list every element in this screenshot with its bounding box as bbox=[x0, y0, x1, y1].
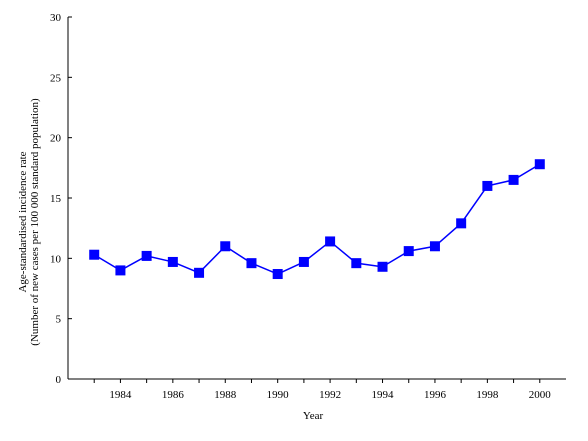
x-tick-label: 1988 bbox=[214, 389, 237, 401]
data-point-marker bbox=[351, 258, 362, 269]
x-tick-label: 2000 bbox=[529, 389, 552, 401]
x-ticks: 1984 1986 1988 1990 1992 1994 1996 1998 2000 bbox=[93, 379, 552, 401]
x-tick-label: 1990 bbox=[267, 389, 290, 401]
data-point-marker bbox=[403, 246, 414, 257]
y-axis-title: Age-standardised incidence rate (Number … bbox=[17, 98, 41, 346]
series-group bbox=[89, 159, 545, 280]
y-axis-title-line1: Age-standardised incidence rate bbox=[17, 151, 29, 292]
data-point-marker bbox=[115, 265, 126, 276]
data-point-marker bbox=[220, 241, 231, 252]
y-tick-label: 5 bbox=[56, 314, 62, 326]
y-ticks: 0 5 10 15 20 25 30 bbox=[50, 12, 72, 386]
data-point-marker bbox=[89, 249, 100, 260]
data-point-marker bbox=[194, 267, 205, 278]
x-tick-label: 1984 bbox=[109, 389, 132, 401]
y-tick-label: 25 bbox=[50, 72, 62, 84]
x-tick-label: 1986 bbox=[162, 389, 185, 401]
y-tick-label: 30 bbox=[50, 12, 62, 24]
data-point-marker bbox=[508, 174, 519, 185]
data-point-marker bbox=[298, 256, 309, 267]
data-point-marker bbox=[534, 159, 545, 170]
y-tick-label: 15 bbox=[50, 193, 62, 205]
y-tick-label: 0 bbox=[56, 374, 62, 386]
data-point-marker bbox=[325, 236, 336, 247]
data-point-marker bbox=[377, 261, 388, 272]
data-point-marker bbox=[141, 250, 152, 261]
x-tick-label: 1996 bbox=[424, 389, 447, 401]
x-tick-label: 1992 bbox=[319, 389, 341, 401]
data-point-marker bbox=[429, 241, 440, 252]
axes bbox=[67, 17, 566, 380]
series-line bbox=[93, 163, 541, 275]
data-point-marker bbox=[246, 258, 257, 269]
data-point-marker bbox=[167, 256, 178, 267]
x-tick-label: 1998 bbox=[476, 389, 499, 401]
x-tick-label: 1994 bbox=[372, 389, 395, 401]
data-point-marker bbox=[272, 269, 283, 280]
y-axis-title-line2: (Number of new cases per 100 000 standar… bbox=[29, 98, 41, 346]
y-tick-label: 20 bbox=[50, 133, 62, 145]
x-axis-title: Year bbox=[303, 410, 324, 422]
y-tick-label: 10 bbox=[50, 253, 62, 265]
data-point-marker bbox=[482, 180, 493, 191]
data-point-marker bbox=[456, 218, 467, 229]
